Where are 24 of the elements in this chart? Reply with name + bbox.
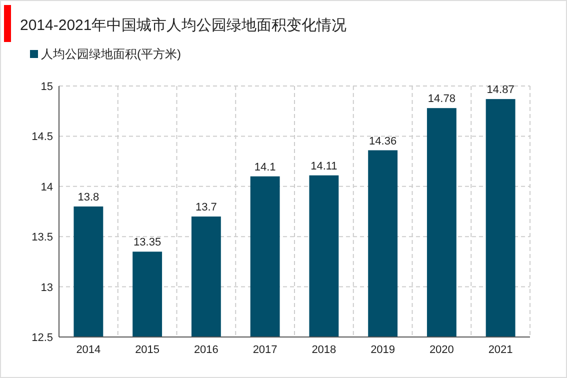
y-tick-label: 14 — [40, 181, 53, 194]
x-tick-label: 2015 — [135, 344, 160, 356]
x-tick-label: 2018 — [312, 344, 336, 356]
data-label: 14.1 — [254, 161, 276, 174]
x-tick-label: 2021 — [488, 344, 513, 356]
data-label: 14.11 — [310, 160, 338, 172]
x-tick-label: 2014 — [76, 344, 101, 356]
data-label: 13.7 — [195, 202, 217, 214]
y-tick-label: 12.5 — [32, 332, 53, 344]
x-tick-label: 2017 — [252, 344, 278, 356]
data-label: 14.78 — [428, 93, 456, 106]
data-label: 14.36 — [369, 135, 397, 148]
y-tick-label: 15 — [40, 81, 53, 93]
data-label: 14.87 — [486, 84, 514, 96]
x-tick-label: 2019 — [370, 344, 396, 356]
x-tick-label: 2016 — [194, 344, 218, 356]
y-tick-label: 13 — [40, 282, 53, 294]
chart-title: 2014-2021年中国城市人均公园绿地面积变化情况 — [20, 17, 347, 34]
legend-label: 人均公园绿地面积(平方米) — [41, 47, 181, 61]
data-label: 13.35 — [134, 236, 162, 249]
y-tick-label: 14.5 — [32, 131, 53, 144]
y-tick-label: 13.5 — [32, 232, 53, 244]
x-tick-label: 2020 — [429, 344, 454, 356]
data-label: 13.8 — [78, 191, 100, 204]
